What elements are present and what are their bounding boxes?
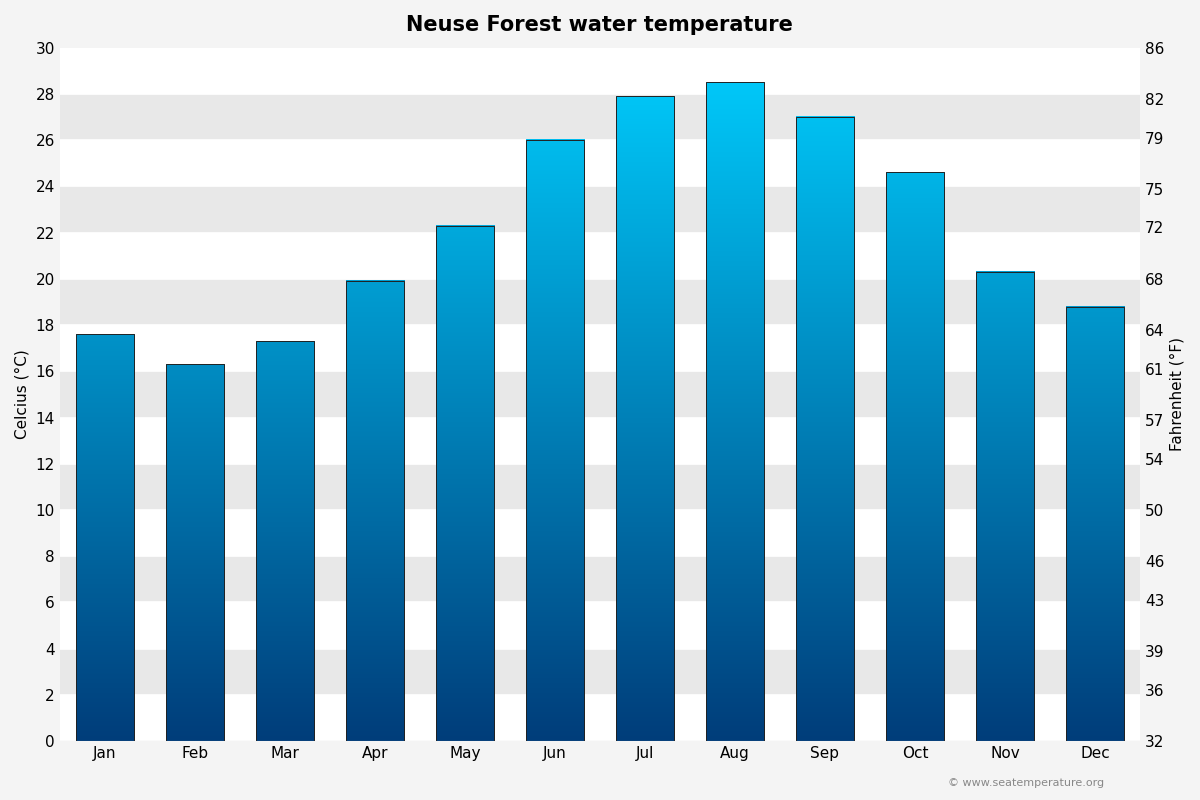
Bar bbox=[60, 371, 1140, 418]
Title: Neuse Forest water temperature: Neuse Forest water temperature bbox=[407, 15, 793, 35]
Bar bbox=[60, 48, 1140, 94]
Bar bbox=[526, 140, 584, 741]
Bar bbox=[256, 342, 314, 741]
Bar bbox=[60, 464, 1140, 510]
Bar bbox=[60, 602, 1140, 649]
Bar bbox=[60, 233, 1140, 279]
Bar bbox=[60, 325, 1140, 371]
Y-axis label: Fahrenheit (°F): Fahrenheit (°F) bbox=[1170, 338, 1186, 451]
Bar bbox=[60, 556, 1140, 602]
Bar bbox=[76, 334, 134, 741]
Bar bbox=[60, 140, 1140, 186]
Bar bbox=[60, 649, 1140, 695]
Bar bbox=[436, 226, 494, 741]
Y-axis label: Celcius (°C): Celcius (°C) bbox=[14, 350, 30, 439]
Bar bbox=[796, 117, 854, 741]
Bar bbox=[706, 82, 764, 741]
Bar bbox=[346, 281, 404, 741]
Bar bbox=[60, 510, 1140, 556]
Bar bbox=[166, 364, 224, 741]
Bar bbox=[1066, 306, 1124, 741]
Text: © www.seatemperature.org: © www.seatemperature.org bbox=[948, 778, 1104, 788]
Bar bbox=[60, 418, 1140, 464]
Bar bbox=[60, 695, 1140, 741]
Bar bbox=[60, 186, 1140, 233]
Bar bbox=[60, 94, 1140, 140]
Bar bbox=[886, 173, 944, 741]
Bar bbox=[60, 279, 1140, 325]
Bar bbox=[616, 96, 674, 741]
Bar bbox=[976, 272, 1034, 741]
